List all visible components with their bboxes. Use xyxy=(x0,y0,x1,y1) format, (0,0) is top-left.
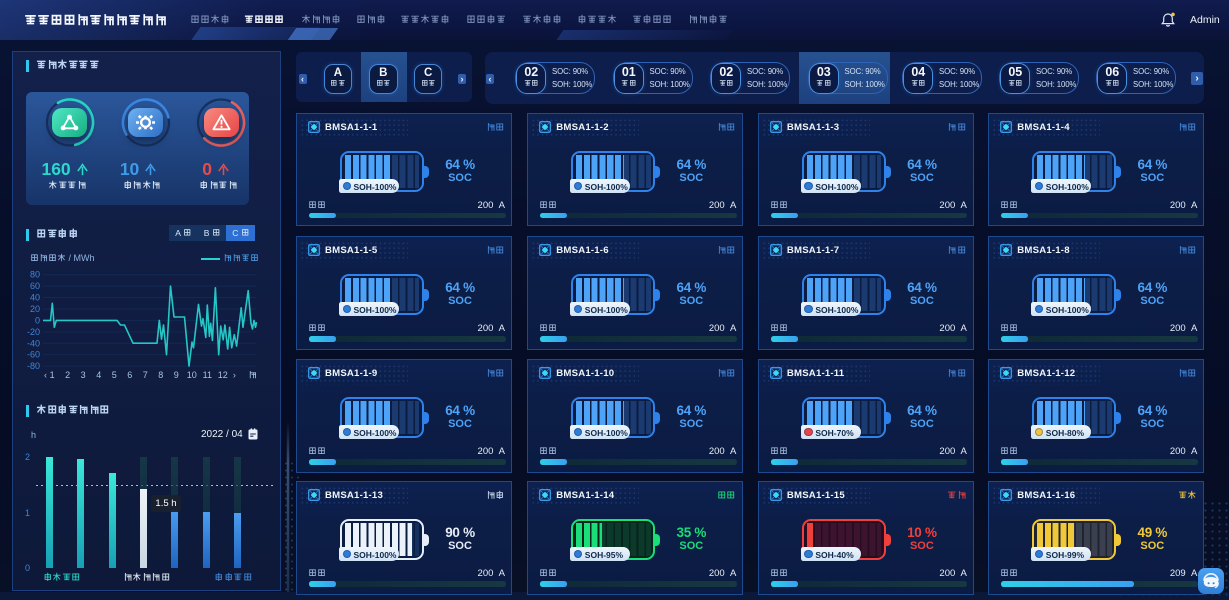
svg-text:7: 7 xyxy=(143,370,148,380)
svg-text:‹: ‹ xyxy=(44,370,47,380)
svg-text:4: 4 xyxy=(96,370,101,380)
svg-text:80: 80 xyxy=(30,270,40,280)
svg-text:40: 40 xyxy=(30,293,40,303)
svg-text:3: 3 xyxy=(81,370,86,380)
svg-text:›: › xyxy=(233,370,236,380)
svg-text:9: 9 xyxy=(174,370,179,380)
svg-text:-60: -60 xyxy=(27,350,40,360)
svg-text:2: 2 xyxy=(65,370,70,380)
svg-text:60: 60 xyxy=(30,281,40,291)
svg-text:11: 11 xyxy=(203,370,212,380)
svg-text:20: 20 xyxy=(30,304,40,314)
svg-text:-20: -20 xyxy=(27,327,40,337)
svg-text:0: 0 xyxy=(35,315,40,325)
svg-text:1: 1 xyxy=(50,370,55,380)
svg-text:10: 10 xyxy=(187,370,197,380)
svg-text:8: 8 xyxy=(158,370,163,380)
svg-text:6: 6 xyxy=(127,370,132,380)
svg-text:12: 12 xyxy=(218,370,228,380)
svg-text:-80: -80 xyxy=(27,361,40,371)
svg-text:-40: -40 xyxy=(27,338,40,348)
svg-text:5: 5 xyxy=(112,370,117,380)
